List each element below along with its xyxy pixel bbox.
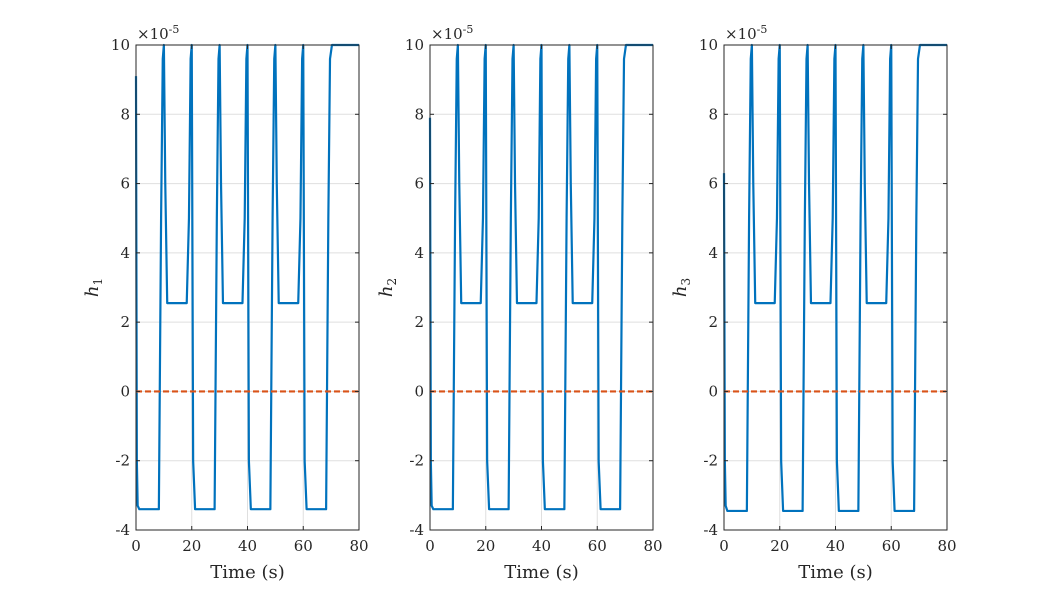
y-tick-label: 6 [708,175,718,193]
signal-line [722,43,947,513]
y-tick-label: 10 [405,36,424,54]
y-tick-label: 6 [414,175,424,193]
x-tick-label: 0 [131,537,141,555]
x-tick-label: 0 [425,537,435,555]
chart-panel-1: 0 20 40 60 80 -4 -2 0 2 4 6 8 10 ×10-5 Time (s) h1 [82,23,369,583]
y-tick-label: -4 [703,521,718,539]
x-tick-label: 0 [719,537,729,555]
y-tick-label: 0 [414,382,424,400]
y-axis-label: h2 [376,278,399,297]
chart-panel-2: 0 20 40 60 80 -4 -2 0 2 4 6 8 10 ×10-5 Time (s) h2 [376,23,663,583]
y-tick-label: 4 [708,244,718,262]
y-tick-label: 2 [414,313,424,331]
y-tick-label: 10 [111,36,130,54]
y-tick-label: -2 [409,452,424,470]
x-tick-label: 80 [349,537,368,555]
x-tick-label: 80 [643,537,662,555]
y-tick-label: 6 [120,175,130,193]
y-tick-label: 4 [414,244,424,262]
x-axis-label: Time (s) [798,562,873,583]
y-exponent-label: ×10-5 [431,23,473,43]
x-tick-label: 20 [770,537,789,555]
x-tick-label: 20 [182,537,201,555]
x-tick-label: 80 [937,537,956,555]
y-tick-label: 10 [699,36,718,54]
y-tick-label: 2 [708,313,718,331]
y-exponent-label: ×10-5 [725,23,767,43]
x-tick-label: 60 [588,537,607,555]
x-tick-label: 20 [476,537,495,555]
y-tick-label: 8 [120,105,130,123]
y-exponent-label: ×10-5 [137,23,179,43]
y-tick-label: 2 [120,313,130,331]
x-tick-label: 40 [532,537,551,555]
y-axis-label: h1 [82,278,105,297]
x-tick-label: 60 [294,537,313,555]
x-tick-label: 40 [238,537,257,555]
x-tick-label: 60 [882,537,901,555]
chart-panel-3: 0 20 40 60 80 -4 -2 0 2 4 6 8 10 ×10-5 Time (s) h3 [670,23,957,583]
signal-line [134,43,359,511]
y-tick-label: -2 [115,452,130,470]
x-axis-label: Time (s) [504,562,579,583]
y-tick-label: -4 [409,521,424,539]
y-tick-label: 4 [120,244,130,262]
y-tick-label: -2 [703,452,718,470]
x-tick-label: 40 [826,537,845,555]
y-tick-label: -4 [115,521,130,539]
y-tick-label: 0 [708,382,718,400]
y-tick-label: 0 [120,382,130,400]
y-tick-label: 8 [708,105,718,123]
x-axis-label: Time (s) [210,562,285,583]
signal-line [428,43,653,511]
y-tick-label: 8 [414,105,424,123]
y-axis-label: h3 [670,278,693,297]
